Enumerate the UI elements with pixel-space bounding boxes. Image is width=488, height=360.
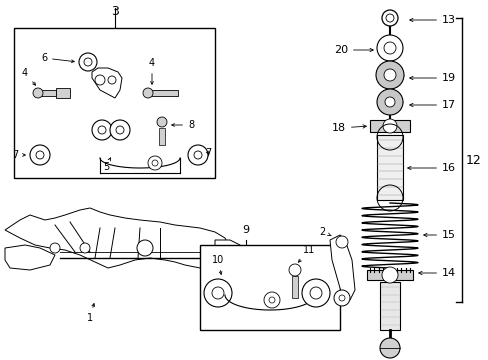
Text: 4: 4: [22, 68, 36, 85]
Circle shape: [148, 156, 162, 170]
Text: 9: 9: [242, 225, 249, 235]
Circle shape: [80, 243, 90, 253]
Circle shape: [203, 279, 231, 307]
Circle shape: [98, 126, 106, 134]
Text: 1: 1: [87, 303, 94, 323]
Text: 10: 10: [211, 255, 224, 274]
Circle shape: [36, 151, 44, 159]
Text: 11: 11: [298, 245, 315, 262]
Bar: [148, 90, 178, 96]
Text: 14: 14: [418, 268, 455, 278]
Circle shape: [333, 290, 349, 306]
Circle shape: [383, 42, 395, 54]
Circle shape: [288, 264, 301, 276]
Circle shape: [335, 236, 347, 248]
Circle shape: [33, 88, 43, 98]
Circle shape: [381, 267, 397, 283]
Circle shape: [194, 151, 202, 159]
Circle shape: [142, 88, 153, 98]
Circle shape: [137, 240, 153, 256]
Circle shape: [381, 10, 397, 26]
Text: 19: 19: [409, 73, 455, 83]
Circle shape: [376, 89, 402, 115]
Polygon shape: [5, 208, 229, 268]
Polygon shape: [92, 68, 122, 98]
Circle shape: [338, 295, 345, 301]
Text: 4: 4: [149, 58, 155, 84]
Text: 17: 17: [409, 100, 455, 110]
Text: 6: 6: [41, 53, 74, 63]
Circle shape: [382, 119, 396, 133]
Circle shape: [212, 287, 224, 299]
Circle shape: [309, 287, 321, 299]
Circle shape: [384, 97, 394, 107]
Circle shape: [92, 120, 112, 140]
Circle shape: [268, 297, 274, 303]
Bar: [38, 90, 56, 96]
Circle shape: [383, 69, 395, 81]
Polygon shape: [5, 245, 55, 270]
Text: 16: 16: [407, 163, 455, 173]
Bar: [56, 88, 70, 98]
Text: 15: 15: [423, 230, 455, 240]
Circle shape: [187, 145, 207, 165]
Circle shape: [95, 75, 105, 85]
Text: 7: 7: [12, 150, 25, 160]
Text: 20: 20: [333, 45, 372, 55]
Polygon shape: [329, 235, 354, 300]
Text: 18: 18: [331, 123, 366, 133]
Text: 2: 2: [319, 227, 331, 237]
Circle shape: [264, 292, 280, 308]
Polygon shape: [215, 240, 244, 258]
Bar: [366, 270, 412, 280]
Circle shape: [79, 53, 97, 71]
Circle shape: [379, 338, 399, 358]
Circle shape: [375, 61, 403, 89]
Bar: [369, 120, 409, 132]
Text: 8: 8: [171, 120, 194, 130]
Bar: [379, 282, 399, 330]
Circle shape: [110, 120, 130, 140]
Text: 13: 13: [409, 15, 455, 25]
Bar: [200, 245, 339, 330]
Circle shape: [30, 145, 50, 165]
Circle shape: [84, 58, 92, 66]
Circle shape: [50, 243, 60, 253]
Text: 7: 7: [204, 148, 211, 158]
Circle shape: [152, 160, 158, 166]
Circle shape: [385, 14, 393, 22]
Text: 5: 5: [102, 158, 110, 172]
Bar: [14, 28, 215, 178]
Text: 3: 3: [111, 5, 119, 18]
Circle shape: [302, 279, 329, 307]
Circle shape: [157, 117, 167, 127]
Bar: [291, 276, 297, 298]
Bar: [159, 128, 164, 145]
Circle shape: [108, 76, 116, 84]
Circle shape: [376, 35, 402, 61]
Text: 12: 12: [465, 153, 481, 166]
Bar: [376, 135, 402, 200]
Circle shape: [116, 126, 124, 134]
